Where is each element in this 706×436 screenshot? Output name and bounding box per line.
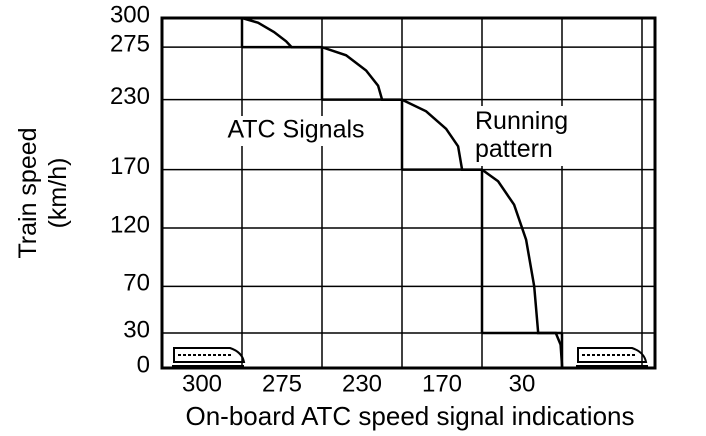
label-backdrop <box>470 106 610 166</box>
running-pattern-line <box>162 16 564 369</box>
train-icon-left <box>172 347 246 367</box>
y-tick-label: 275 <box>110 31 150 58</box>
running-pattern-label: Running pattern <box>475 107 568 163</box>
y-axis-label: Train speed(km/h) <box>14 127 72 258</box>
y-tick-label: 70 <box>123 270 150 297</box>
y-tick-label: 30 <box>123 316 150 343</box>
y-tick-label: 170 <box>110 153 150 180</box>
label-backdrop <box>200 116 392 146</box>
y-tick-label: 120 <box>110 211 150 238</box>
x-tick-label: 230 <box>342 370 382 397</box>
x-axis-label: On-board ATC speed signal indications <box>186 401 635 431</box>
y-tick-label: 0 <box>137 351 150 378</box>
plot-frame <box>160 16 657 370</box>
atc-signals-label: ATC Signals <box>227 116 364 144</box>
x-tick-label: 300 <box>182 370 222 397</box>
x-tick-label: 275 <box>262 370 302 397</box>
y-tick-label: 300 <box>110 1 150 28</box>
x-tick-label: 170 <box>422 370 462 397</box>
train-icon-right <box>576 347 648 367</box>
x-tick-label: 30 <box>509 370 536 397</box>
y-tick-label: 230 <box>110 83 150 110</box>
